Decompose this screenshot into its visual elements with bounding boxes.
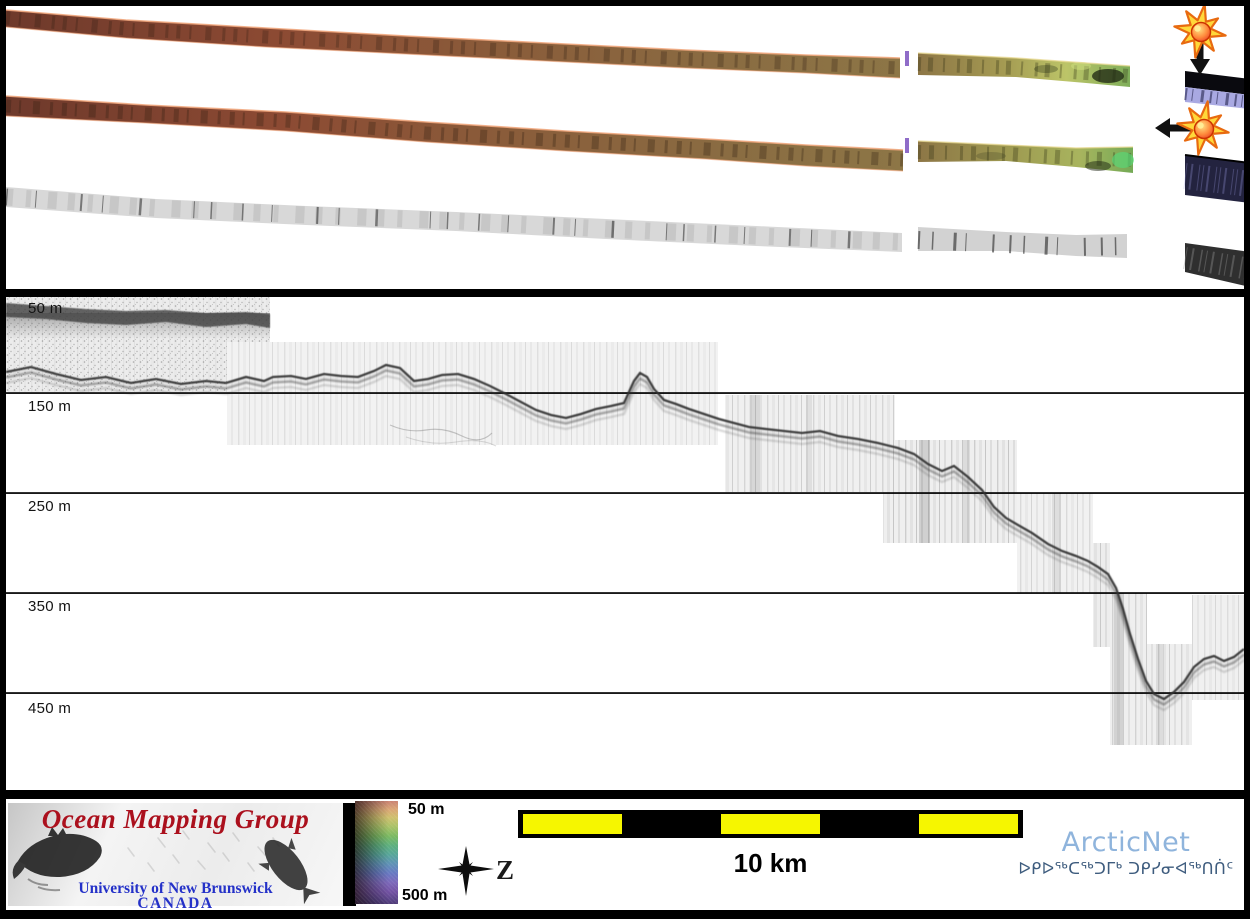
omg-university: University of New Brunswick	[78, 880, 273, 897]
subbottom-profile-graphic	[6, 297, 1244, 745]
scale-bar	[518, 810, 1023, 838]
swath-strips-graphic	[6, 6, 1244, 286]
swath-strip-sun-shaded-1	[6, 9, 1244, 109]
depth-label-150m: 150 m	[28, 398, 72, 415]
arcticnet-inuktitut: ᐅᑭᐅᖅᑕᖅᑐᒥᒃ ᑐᑭᓯᓂᐊᖅᑎᑏᑦ	[1018, 859, 1234, 878]
depth-label-250m: 250 m	[28, 498, 72, 515]
swath-strip-sidescan-3	[6, 187, 1244, 286]
footer-bar: Ocean Mapping Group University of New Br…	[6, 799, 1244, 910]
sun-illumination-down-icon	[1173, 6, 1227, 75]
depth-colorbar	[355, 801, 398, 904]
arcticnet-wordmark: ArcticNet	[1061, 827, 1191, 858]
profile-surface-band	[6, 303, 270, 339]
swath-strips-panel	[6, 6, 1244, 289]
north-arrow: Z	[436, 839, 526, 905]
subbottom-profile-panel: 50 m 150 m 250 m 350 m 450 m	[6, 297, 1244, 790]
scale-bar-segment	[721, 814, 820, 834]
omg-logo-art	[12, 827, 321, 905]
sub-bottom-echo	[389, 424, 493, 441]
swath-strip-sun-shaded-2	[6, 95, 1244, 203]
north-label: Z	[496, 855, 514, 885]
colorbar-bottom-label: 500 m	[402, 887, 448, 904]
sub-bottom-echo	[405, 436, 497, 447]
omg-logo: Ocean Mapping Group University of New Br…	[8, 803, 356, 910]
depth-label-350m: 350 m	[28, 598, 72, 615]
profile-data-blocks	[6, 297, 1244, 745]
seafloor-trace	[6, 363, 1244, 710]
depth-label-50m: 50 m	[28, 300, 63, 317]
scale-bar-segment	[622, 814, 721, 834]
omg-title: Ocean Mapping Group	[41, 804, 310, 834]
colorbar-top-label: 50 m	[408, 801, 445, 818]
scale-bar-segment	[820, 814, 919, 834]
scale-bar-segment	[919, 814, 1018, 834]
scale-bar-label: 10 km	[733, 848, 808, 878]
fish-silhouette-right	[258, 837, 321, 905]
north-arrow-icon: Z	[438, 846, 514, 896]
sun-illumination-left-icon	[1155, 100, 1230, 156]
scale-bar-segment	[523, 814, 622, 834]
depth-label-450m: 450 m	[28, 700, 72, 717]
arcticnet-brand: ArcticNet ᐅᑭᐅᖅᑕᖅᑐᒥᒃ ᑐᑭᓯᓂᐊᖅᑎᑏᑦ	[999, 827, 1244, 879]
omg-country: CANADA	[137, 895, 214, 910]
fish-silhouette-left	[12, 827, 102, 892]
depth-gridlines	[6, 392, 1244, 694]
